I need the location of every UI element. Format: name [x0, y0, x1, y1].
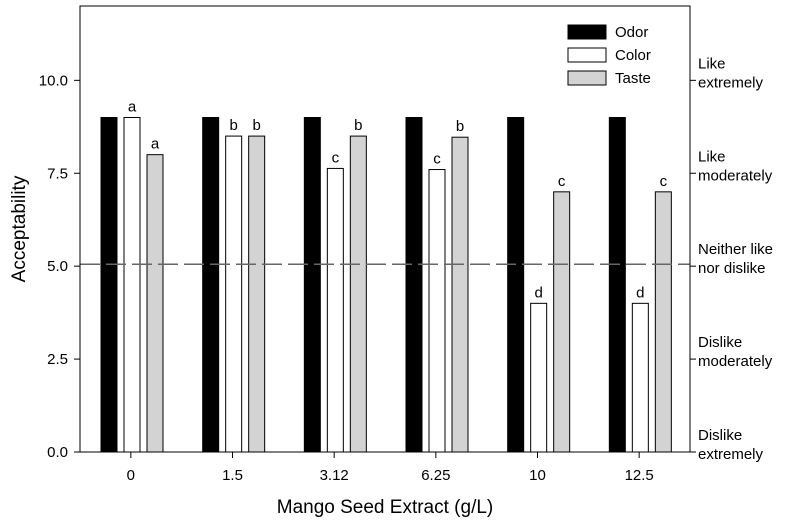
significance-label: b: [252, 117, 260, 134]
hedonic-label-line: Like: [698, 55, 726, 72]
y-tick-label: 2.5: [47, 351, 68, 368]
significance-label: c: [332, 149, 340, 166]
hedonic-label: Dislike moderately: [698, 334, 773, 370]
hedonic-label-line: moderately: [698, 353, 773, 370]
bar-color-6.25: [428, 169, 446, 453]
significance-label: c: [433, 151, 441, 168]
hedonic-label-line: Like: [698, 148, 726, 165]
bar-taste-12.5: [654, 191, 672, 453]
hedonic-label-line: extremely: [698, 446, 764, 463]
plot-frame: [79, 5, 691, 453]
y-tick-label: 0.0: [47, 444, 68, 461]
hedonic-label: Like moderately: [698, 148, 773, 184]
legend-swatch-odor: [567, 24, 607, 40]
legend: Odor Color Taste: [567, 24, 651, 87]
bar-taste-3.12: [349, 135, 367, 453]
significance-label: c: [660, 173, 668, 190]
y-axis: 0.0 2.5 5.0 7.5 10.0: [39, 72, 80, 461]
y-tick-label: 5.0: [47, 258, 68, 275]
hedonic-label-line: Dislike: [698, 427, 742, 444]
bar-taste-0: [146, 154, 164, 453]
y-axis-title: Acceptability: [9, 175, 30, 282]
significance-label: b: [229, 117, 237, 134]
bar-taste-10: [553, 191, 571, 453]
hedonic-label: Neither like nor dislike: [698, 241, 773, 277]
legend-swatch-color: [567, 47, 607, 63]
legend-label-color: Color: [615, 47, 651, 64]
hedonic-label-line: nor dislike: [698, 260, 766, 277]
bar-color-12.5: [631, 302, 649, 453]
right-hedonic-axis: Like extremely Like moderately Neither like n…: [690, 55, 773, 463]
bars-group: [100, 117, 672, 453]
legend-label-taste: Taste: [615, 70, 651, 87]
significance-label: b: [354, 117, 362, 134]
x-tick-label: 10: [529, 467, 546, 484]
x-tick-label: 0: [127, 467, 135, 484]
bar-color-3.12: [326, 167, 344, 453]
hedonic-label-line: Neither like: [698, 241, 773, 258]
y-tick-label: 10.0: [39, 72, 68, 89]
x-axis-title: Mango Seed Extract (g/L): [277, 497, 494, 518]
bar-taste-6.25: [451, 136, 469, 453]
significance-label: c: [558, 173, 566, 190]
significance-label: d: [636, 284, 644, 301]
bar-odor-6.25: [405, 117, 423, 453]
y-tick-label: 7.5: [47, 165, 68, 182]
bar-odor-1.5: [202, 117, 220, 453]
significance-label: b: [456, 118, 464, 135]
hedonic-label-line: Dislike: [698, 334, 742, 351]
bar-odor-12.5: [608, 117, 626, 453]
legend-label-odor: Odor: [615, 24, 648, 41]
legend-swatch-taste: [567, 70, 607, 86]
hedonic-label: Like extremely: [698, 55, 764, 91]
bar-color-10: [530, 302, 548, 453]
bar-odor-10: [507, 117, 525, 453]
x-tick-label: 12.5: [625, 467, 654, 484]
significance-label: a: [128, 99, 137, 116]
bar-odor-3.12: [303, 117, 321, 453]
significance-label: d: [534, 284, 542, 301]
hedonic-label-line: extremely: [698, 74, 764, 91]
bar-color-1.5: [225, 135, 243, 453]
significance-label: a: [151, 136, 160, 153]
bar-taste-1.5: [248, 135, 266, 453]
x-tick-label: 3.12: [320, 467, 349, 484]
hedonic-label-line: moderately: [698, 167, 773, 184]
x-tick-label: 1.5: [222, 467, 243, 484]
x-tick-label: 6.25: [421, 467, 450, 484]
hedonic-label: Dislike extremely: [698, 427, 764, 463]
x-axis: 0 1.5 3.12 6.25 10 12.5: [127, 452, 654, 484]
bar-odor-0: [100, 117, 118, 453]
bar-color-0: [123, 117, 141, 453]
